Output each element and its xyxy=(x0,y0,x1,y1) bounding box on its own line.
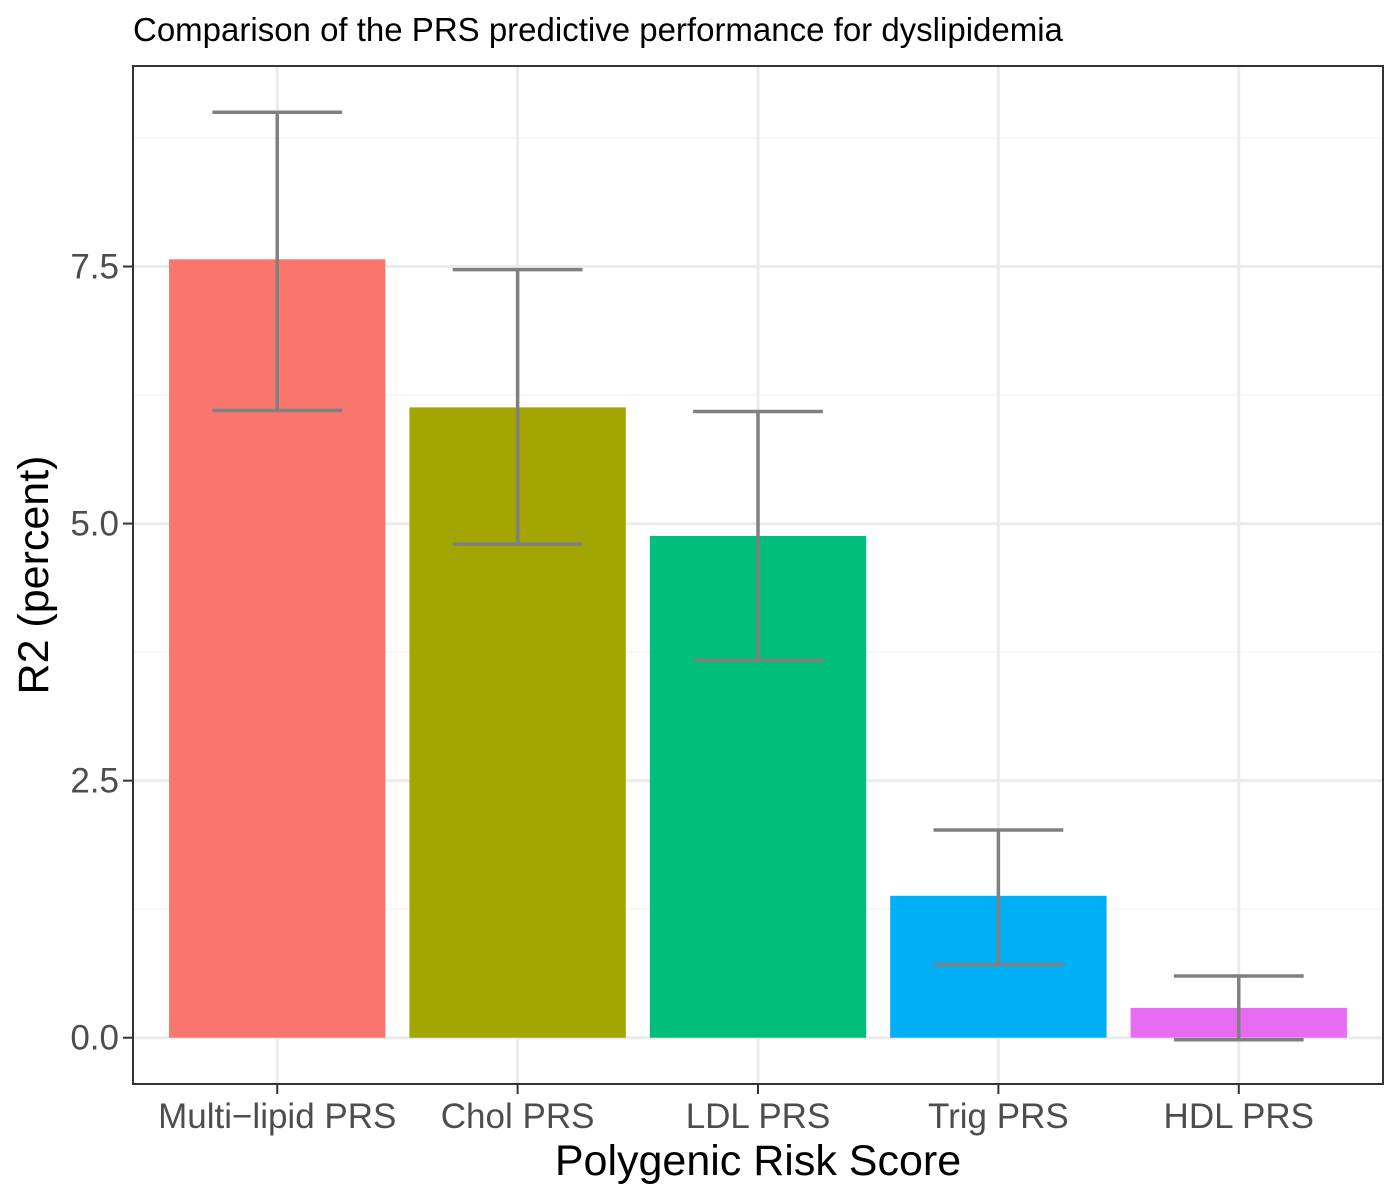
error-bar-2 xyxy=(452,267,583,546)
error-bar-3 xyxy=(693,409,823,663)
y-axis: 0.0 2.5 5.0 7.5 xyxy=(70,248,133,1058)
y-tick-label: 2.5 xyxy=(70,762,119,801)
error-bars xyxy=(212,110,1304,1042)
chart-title: Comparison of the PRS predictive perform… xyxy=(133,11,1064,48)
x-tick-label: Multi−lipid PRS xyxy=(158,1097,396,1136)
y-tick-label: 5.0 xyxy=(70,505,119,544)
error-bar-4 xyxy=(933,828,1064,967)
x-axis: Multi−lipid PRS Chol PRS LDL PRS Trig PRS HD… xyxy=(158,1084,1314,1136)
y-axis-title: R2 (percent) xyxy=(10,456,58,695)
x-tick-label: LDL PRS xyxy=(686,1097,831,1136)
y-tick-label: 7.5 xyxy=(70,248,119,287)
x-tick-label: HDL PRS xyxy=(1164,1097,1314,1136)
x-tick-label: Trig PRS xyxy=(928,1097,1069,1136)
x-axis-title: Polygenic Risk Score xyxy=(555,1137,961,1185)
error-bar-5 xyxy=(1173,974,1304,1042)
y-tick-label: 0.0 xyxy=(70,1019,119,1058)
error-bar-1 xyxy=(212,110,343,413)
x-tick-label: Chol PRS xyxy=(441,1097,595,1136)
